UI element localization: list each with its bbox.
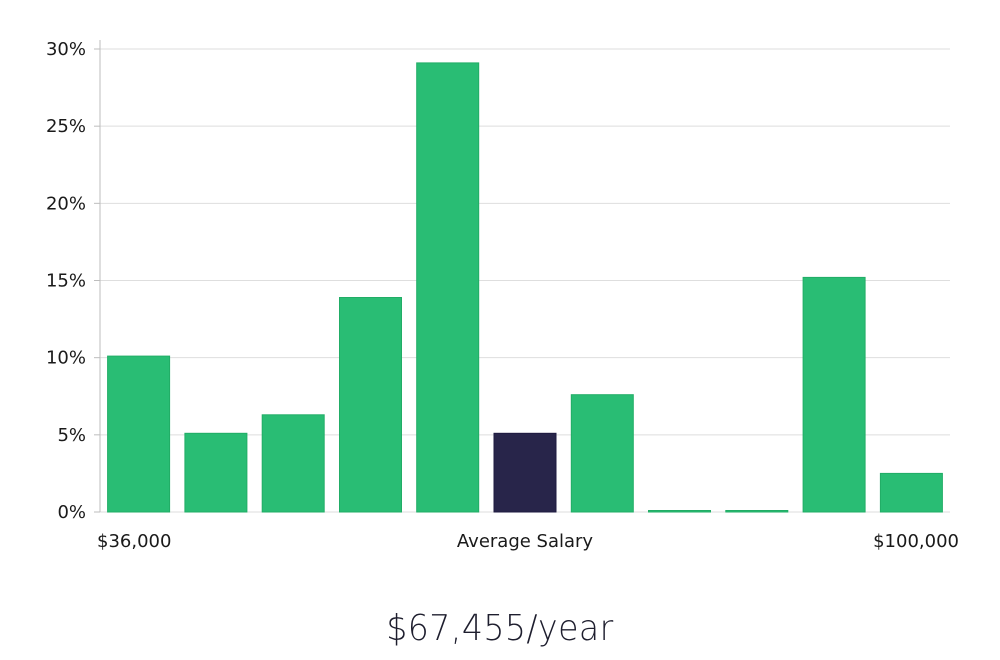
- bar: [339, 297, 402, 513]
- x-label-average: Average Salary: [457, 531, 594, 552]
- average-salary-value: $67,455/year: [386, 608, 614, 649]
- bar: [261, 414, 325, 513]
- bar: [879, 472, 943, 513]
- y-tick-label: 20%: [46, 193, 86, 214]
- bar: [648, 510, 711, 513]
- bar: [570, 394, 634, 513]
- y-tick-label: 10%: [46, 348, 86, 369]
- y-tick-label: 25%: [46, 116, 86, 137]
- bar: [184, 432, 248, 513]
- y-axis-ticks: 0% 5% 10% 15% 20% 25% 30%: [46, 39, 100, 523]
- bar: [416, 62, 480, 513]
- bar: [802, 276, 866, 513]
- bars: [107, 62, 943, 513]
- y-tick-label: 0%: [57, 502, 86, 523]
- x-label-max: $100,000: [873, 531, 959, 552]
- y-tick-label: 5%: [57, 425, 86, 446]
- y-tick-label: 30%: [46, 39, 86, 60]
- salary-histogram: 0% 5% 10% 15% 20% 25% 30% $36,000 Average Sala…: [46, 39, 959, 552]
- bar-average-bucket: [493, 432, 557, 513]
- y-tick-label: 15%: [46, 271, 86, 292]
- bar: [725, 510, 789, 513]
- x-label-min: $36,000: [97, 531, 171, 552]
- bar: [107, 355, 171, 513]
